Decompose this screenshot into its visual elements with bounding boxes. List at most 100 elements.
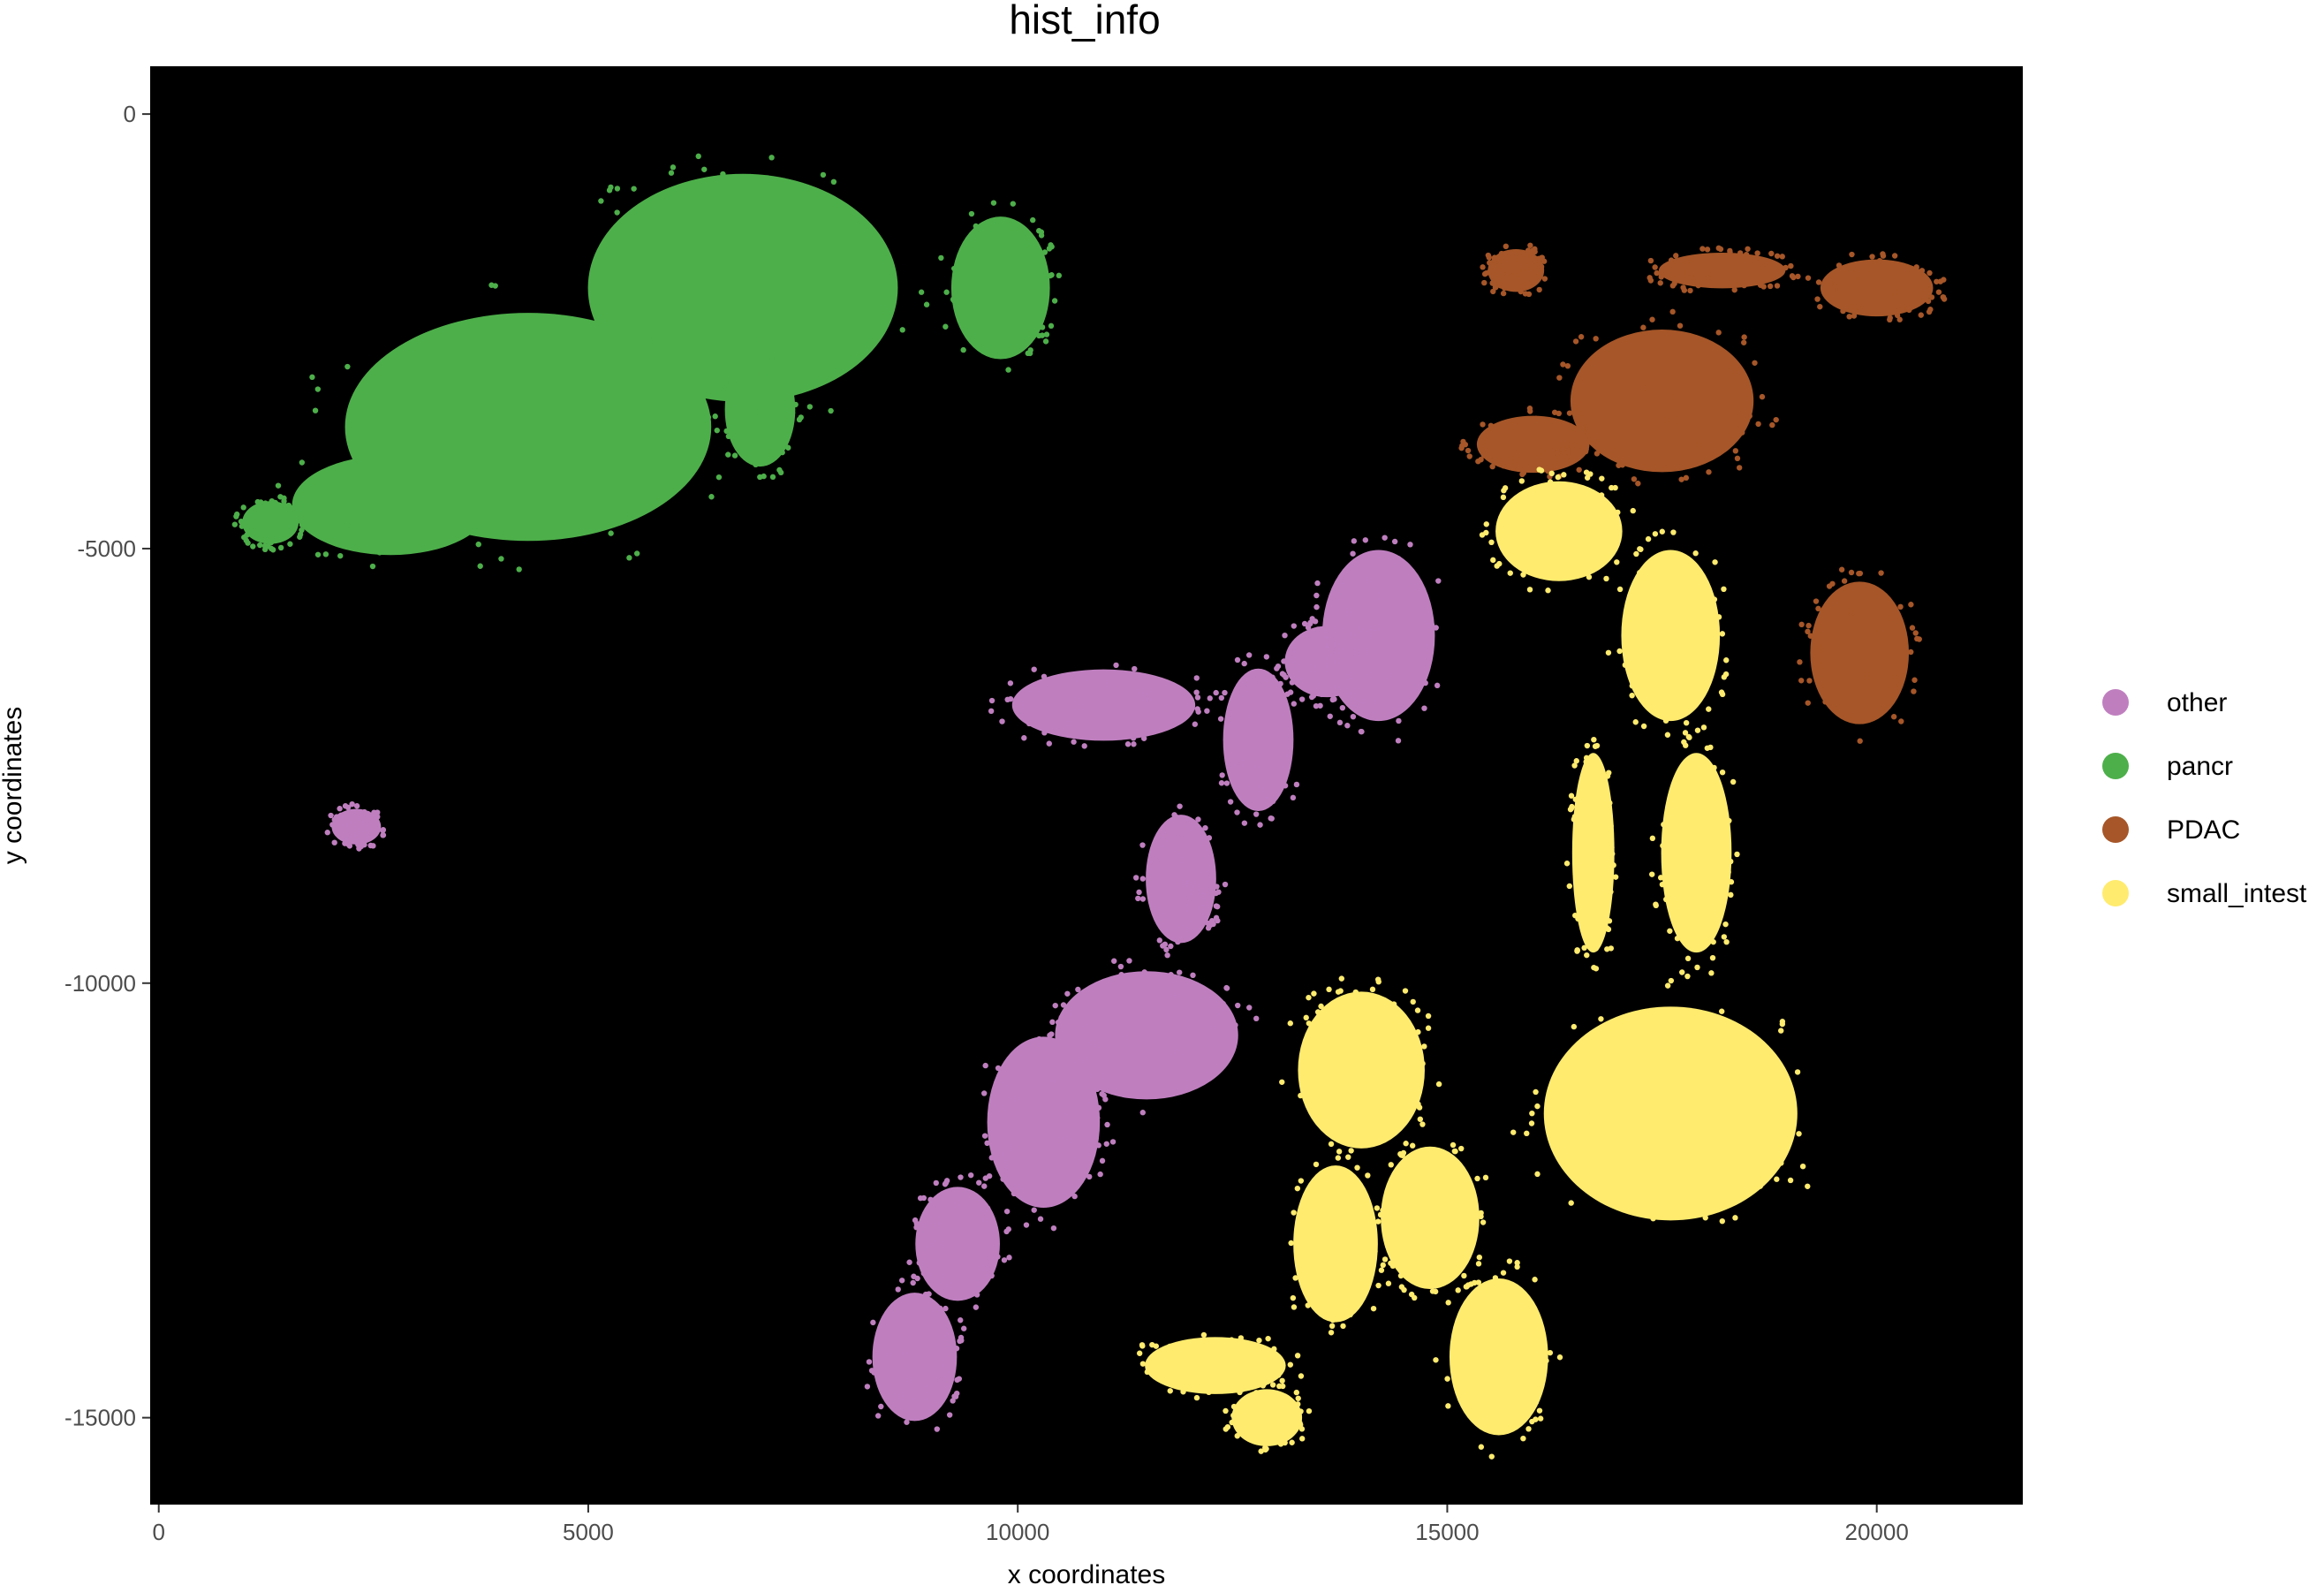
data-point: [1480, 421, 1486, 428]
data-point: [951, 1279, 958, 1285]
data-point: [1630, 507, 1636, 514]
data-point: [1207, 695, 1213, 701]
data-point: [1014, 1094, 1020, 1100]
data-point: [1482, 1174, 1489, 1181]
data-point: [975, 304, 981, 311]
data-point: [1176, 1061, 1183, 1067]
data-point: [1527, 443, 1533, 449]
data-point: [1064, 990, 1071, 997]
data-point: [1637, 546, 1643, 552]
data-point: [1495, 1392, 1502, 1398]
data-point: [1058, 1014, 1064, 1021]
y-tick-label: -10000: [64, 970, 136, 997]
data-point: [1708, 1054, 1715, 1060]
data-point: [1276, 1409, 1283, 1416]
data-point: [1577, 406, 1583, 413]
data-point: [1684, 685, 1691, 692]
data-point: [1677, 876, 1684, 882]
data-point: [1181, 881, 1188, 888]
data-point: [1734, 851, 1740, 858]
point-cluster: [1217, 652, 1300, 828]
data-point: [1385, 1280, 1392, 1286]
data-point: [1230, 1412, 1237, 1419]
data-point: [1465, 1282, 1472, 1288]
data-point: [1409, 1050, 1415, 1058]
data-point: [1162, 941, 1169, 948]
data-point: [934, 1303, 941, 1310]
data-point: [1096, 713, 1102, 719]
data-point: [1721, 674, 1728, 680]
data-point: [1499, 1309, 1505, 1316]
data-point: [1571, 565, 1578, 572]
data-point: [1395, 738, 1402, 744]
data-point: [466, 458, 473, 465]
cluster-core: [291, 455, 489, 556]
data-point: [968, 210, 975, 217]
data-point: [510, 451, 516, 458]
data-point: [1320, 1276, 1326, 1283]
data-point: [1241, 660, 1247, 667]
data-point: [1068, 728, 1074, 735]
data-point: [1075, 986, 1081, 993]
data-point: [1581, 931, 1588, 937]
data-point: [1234, 1433, 1240, 1439]
data-point: [1480, 264, 1486, 270]
data-point: [753, 461, 759, 468]
data-point: [1213, 689, 1219, 696]
data-point: [285, 502, 292, 509]
data-point: [1194, 1387, 1201, 1393]
data-point: [991, 223, 997, 230]
data-point: [1592, 853, 1599, 859]
data-point: [688, 405, 694, 411]
data-point: [874, 1413, 882, 1419]
data-point: [1425, 1025, 1432, 1031]
cluster-core: [872, 1293, 958, 1422]
data-point: [1311, 990, 1317, 997]
data-point: [1616, 586, 1624, 593]
data-point: [1593, 451, 1601, 457]
data-point: [1154, 908, 1161, 914]
data-point: [1351, 1197, 1358, 1203]
data-point: [1445, 1300, 1451, 1306]
data-point: [1002, 1152, 1009, 1158]
data-point: [1136, 1350, 1143, 1356]
data-point: [1041, 277, 1048, 284]
data-point: [911, 1273, 917, 1279]
data-point: [1177, 969, 1183, 975]
data-point: [1347, 694, 1354, 701]
data-point: [942, 1181, 949, 1187]
data-point: [314, 386, 322, 392]
data-point: [1547, 1349, 1554, 1356]
data-point: [1684, 385, 1692, 392]
data-point: [1027, 291, 1033, 297]
data-point: [1708, 785, 1715, 792]
data-point: [1203, 873, 1209, 879]
data-point: [1323, 1076, 1329, 1082]
data-point: [1295, 644, 1301, 650]
cluster-core: [1495, 481, 1623, 581]
data-point: [1321, 655, 1328, 662]
data-point: [982, 1277, 989, 1283]
data-point: [1327, 608, 1333, 614]
data-point: [1733, 362, 1740, 369]
data-point: [708, 494, 715, 500]
data-point: [935, 1329, 942, 1335]
data-point: [1178, 852, 1185, 859]
data-point: [1229, 1419, 1235, 1426]
data-point: [1534, 1171, 1541, 1178]
data-point: [1805, 1183, 1811, 1189]
data-point: [1039, 324, 1046, 330]
data-point: [1704, 850, 1710, 857]
data-point: [562, 442, 569, 448]
data-point: [1635, 481, 1641, 487]
data-point: [1328, 649, 1335, 656]
data-point: [1033, 1042, 1039, 1048]
data-point: [1627, 406, 1634, 413]
data-point: [1385, 1189, 1392, 1196]
data-point: [1071, 1193, 1078, 1200]
data-point: [811, 322, 818, 329]
data-point: [1514, 1260, 1520, 1266]
data-point: [1119, 1069, 1125, 1076]
data-point: [312, 407, 319, 413]
data-point: [1012, 348, 1019, 354]
